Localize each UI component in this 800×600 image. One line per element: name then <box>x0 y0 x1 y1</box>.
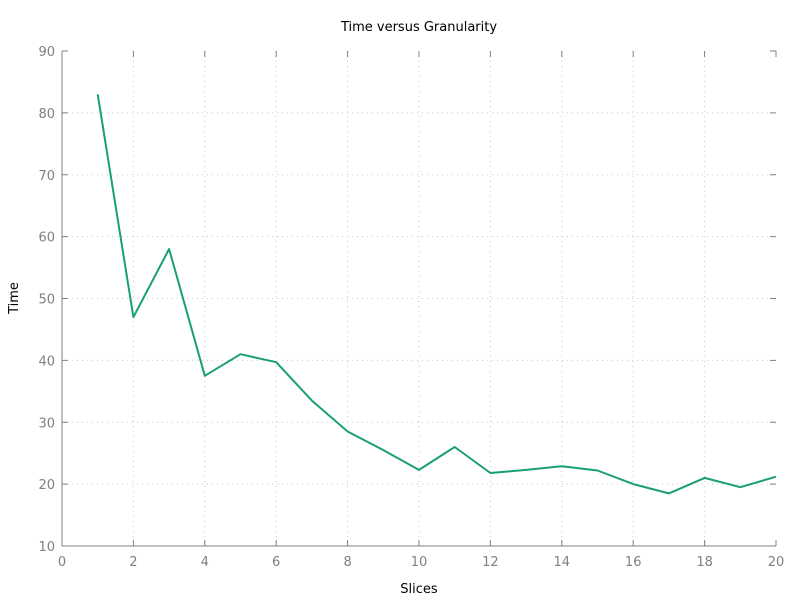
y-tick-label: 30 <box>38 416 55 431</box>
x-tick-label: 12 <box>482 555 499 570</box>
x-tick-label: 16 <box>625 555 642 570</box>
x-tick-label: 20 <box>768 555 785 570</box>
x-tick-label: 4 <box>201 555 209 570</box>
series-lines <box>96 94 777 495</box>
y-tick-label: 90 <box>38 45 55 60</box>
y-axis-label: Time <box>7 282 22 315</box>
grid-lines <box>62 51 776 546</box>
y-tick-label: 10 <box>38 540 55 555</box>
x-tick-label: 8 <box>343 555 351 570</box>
x-tick-label: 6 <box>272 555 280 570</box>
y-tick-label: 40 <box>38 354 55 369</box>
x-tick-label: 2 <box>129 555 137 570</box>
y-tick-label: 70 <box>38 169 55 184</box>
x-tick-label: 14 <box>554 555 571 570</box>
chart-title: Time versus Granularity <box>340 20 497 35</box>
axes <box>61 50 777 547</box>
series-line <box>96 94 777 495</box>
x-tick-label: 0 <box>58 555 66 570</box>
y-tick-label: 20 <box>38 478 55 493</box>
y-tick-label: 80 <box>38 107 55 122</box>
y-tick-label: 60 <box>38 231 55 246</box>
y-tick-label: 50 <box>38 293 55 308</box>
x-tick-label: 10 <box>411 555 428 570</box>
x-axis-label: Slices <box>400 582 438 597</box>
x-tick-label: 18 <box>696 555 713 570</box>
tick-labels: 0 2 4 6 8 10 12 14 16 18 20 10 20 30 40 50 60 70 80 90 <box>38 45 784 570</box>
